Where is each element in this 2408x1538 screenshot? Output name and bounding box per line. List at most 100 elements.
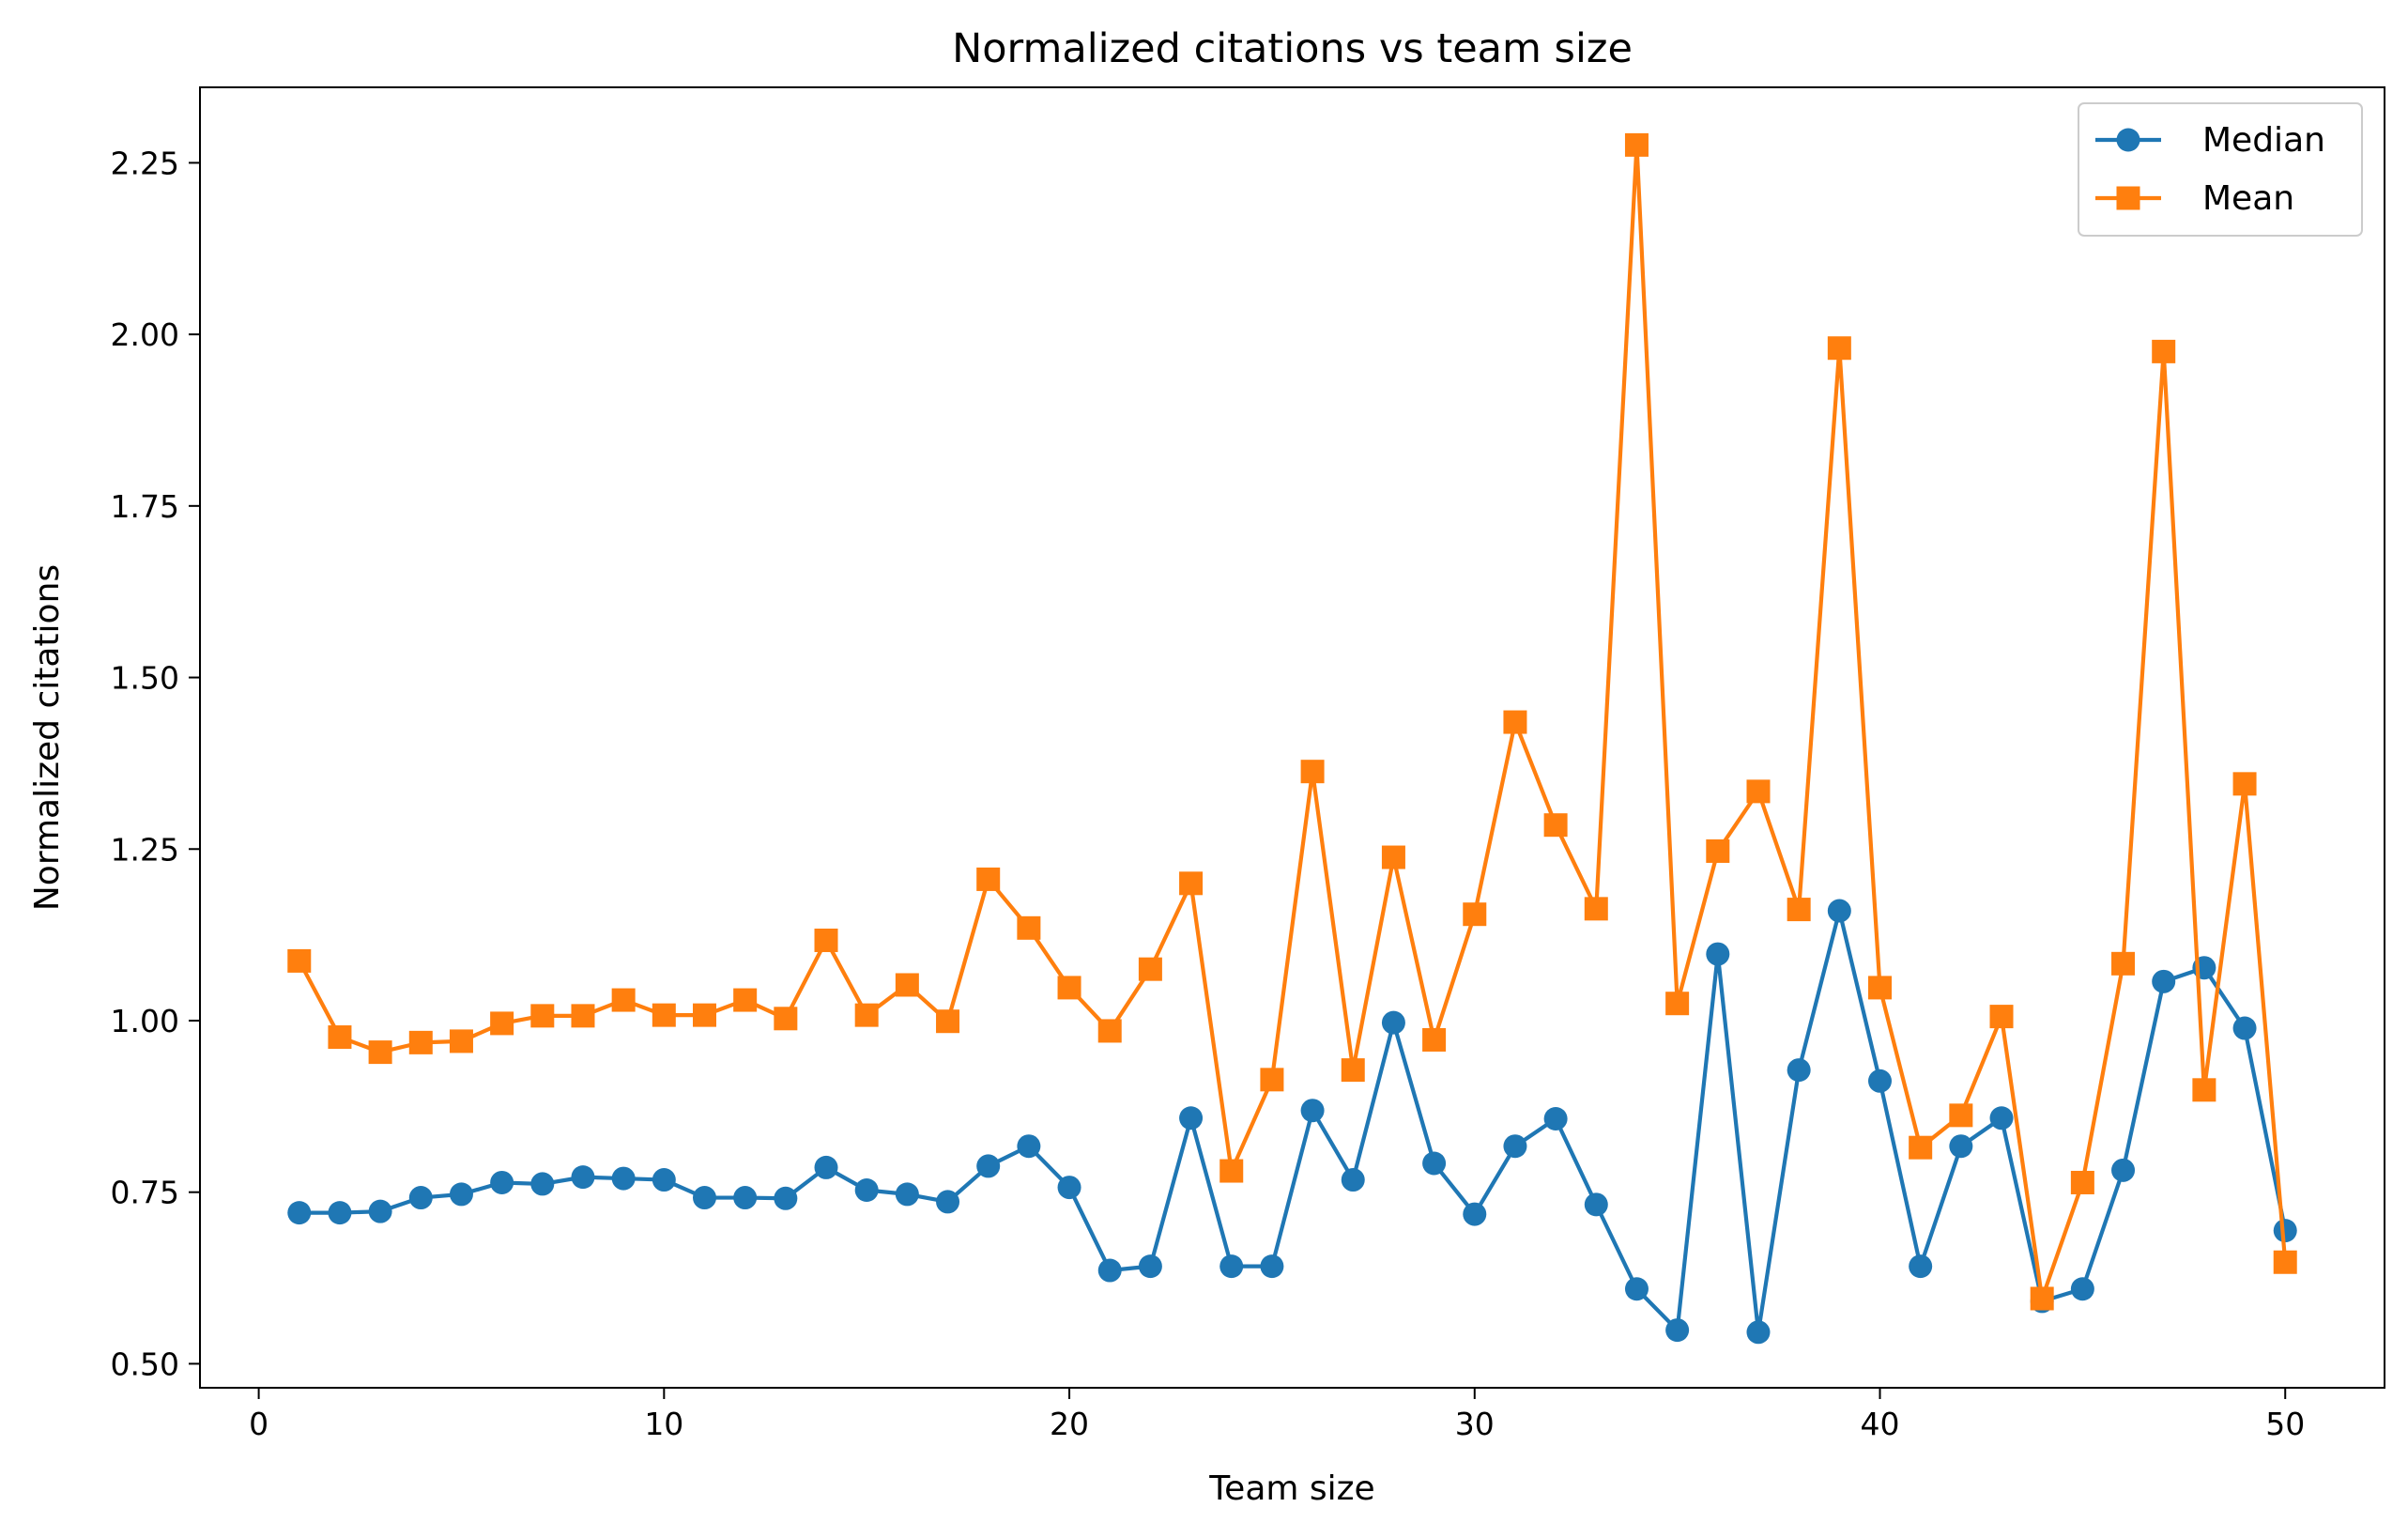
data-point-median — [530, 1172, 555, 1196]
data-point-median — [2273, 1219, 2297, 1243]
data-point-median — [1463, 1202, 1487, 1226]
data-point-median — [1097, 1258, 1122, 1283]
data-point-median — [1138, 1254, 1162, 1279]
data-point-mean — [936, 1009, 960, 1034]
data-point-median — [287, 1201, 312, 1225]
x-tick-label: 10 — [644, 1406, 683, 1442]
data-point-mean — [733, 988, 758, 1012]
data-point-median — [774, 1186, 798, 1210]
legend: Median Mean — [2078, 102, 2363, 237]
data-point-mean — [1057, 976, 1081, 1000]
data-point-mean — [1219, 1159, 1244, 1183]
data-point-median — [652, 1168, 676, 1192]
data-point-median — [1057, 1176, 1081, 1200]
data-point-mean — [1017, 915, 1041, 940]
x-tick-label: 50 — [2265, 1406, 2305, 1442]
data-point-mean — [328, 1025, 352, 1050]
data-point-mean — [1624, 132, 1649, 157]
data-point-median — [976, 1154, 1001, 1178]
data-point-mean — [774, 1007, 798, 1031]
data-point-median — [854, 1178, 879, 1203]
data-point-median — [368, 1199, 392, 1223]
data-point-mean — [1868, 976, 1893, 1000]
data-point-median — [408, 1186, 433, 1210]
data-point-mean — [1949, 1103, 1973, 1128]
data-point-mean — [2192, 1078, 2216, 1102]
data-point-mean — [2111, 951, 2136, 976]
data-point-mean — [449, 1029, 473, 1054]
data-point-median — [328, 1201, 352, 1225]
data-point-median — [1341, 1168, 1365, 1192]
data-point-median — [2111, 1158, 2136, 1182]
data-point-median — [571, 1165, 595, 1190]
legend-label: Mean — [2202, 179, 2294, 218]
data-point-mean — [1260, 1068, 1284, 1092]
data-point-mean — [692, 1003, 716, 1027]
legend-marker — [2116, 128, 2140, 152]
data-point-median — [1219, 1254, 1244, 1279]
data-point-median — [449, 1182, 473, 1207]
data-point-median — [1989, 1106, 2014, 1130]
data-point-median — [1624, 1277, 1649, 1301]
data-point-median — [1584, 1192, 1608, 1217]
y-axis-label: Normalized citations — [28, 564, 67, 911]
data-point-median — [1868, 1069, 1893, 1093]
data-point-mean — [1746, 779, 1771, 804]
y-tick-label: 0.50 — [111, 1346, 179, 1382]
data-point-mean — [1097, 1019, 1122, 1043]
data-point-mean — [1503, 710, 1527, 734]
data-point-mean — [1787, 898, 1811, 922]
y-tick-label: 0.75 — [111, 1175, 179, 1211]
x-tick-label: 40 — [1861, 1406, 1900, 1442]
data-point-median — [733, 1186, 758, 1210]
y-tick-label: 1.50 — [111, 660, 179, 697]
data-point-mean — [1138, 957, 1162, 981]
data-point-median — [1827, 899, 1851, 923]
y-tick-label: 2.25 — [111, 145, 179, 181]
data-point-mean — [1381, 845, 1405, 869]
legend-item-median: Median — [2095, 121, 2325, 160]
data-point-median — [1260, 1254, 1284, 1279]
chart-title: Normalized citations vs team size — [952, 25, 1633, 72]
data-point-median — [490, 1170, 514, 1194]
data-point-mean — [611, 988, 636, 1012]
data-point-median — [1949, 1134, 1973, 1159]
data-point-median — [1017, 1134, 1041, 1159]
data-point-mean — [530, 1004, 555, 1028]
data-point-median — [1422, 1151, 1447, 1176]
y-tick-label: 2.00 — [111, 316, 179, 353]
data-point-mean — [814, 928, 838, 952]
legend-label: Median — [2202, 121, 2325, 160]
data-point-median — [1909, 1254, 1933, 1279]
data-point-median — [1179, 1106, 1204, 1130]
axes-frame — [199, 86, 2385, 1389]
y-tick-label: 1.75 — [111, 488, 179, 525]
data-point-mean — [2030, 1286, 2054, 1311]
data-point-mean — [1706, 838, 1730, 863]
data-point-median — [1381, 1010, 1405, 1035]
data-point-median — [1665, 1318, 1690, 1343]
data-point-mean — [1665, 992, 1690, 1016]
x-axis-label: Team size — [1208, 1469, 1374, 1508]
data-point-median — [1543, 1106, 1568, 1130]
data-point-mean — [1341, 1058, 1365, 1083]
data-point-mean — [1827, 336, 1851, 361]
data-point-mean — [1179, 871, 1204, 896]
data-point-median — [895, 1182, 919, 1207]
data-point-mean — [368, 1040, 392, 1065]
data-point-mean — [1543, 813, 1568, 838]
plot-area — [199, 86, 2385, 1389]
data-point-mean — [2273, 1250, 2297, 1274]
data-point-median — [611, 1166, 636, 1191]
data-point-median — [692, 1186, 716, 1210]
x-tick-label: 30 — [1455, 1406, 1495, 1442]
legend-item-mean: Mean — [2095, 179, 2294, 218]
legend-marker — [2116, 186, 2140, 210]
data-point-mean — [287, 948, 312, 973]
data-point-median — [1746, 1320, 1771, 1345]
data-point-median — [2070, 1277, 2094, 1301]
data-point-mean — [2070, 1170, 2094, 1194]
data-point-mean — [976, 867, 1001, 891]
